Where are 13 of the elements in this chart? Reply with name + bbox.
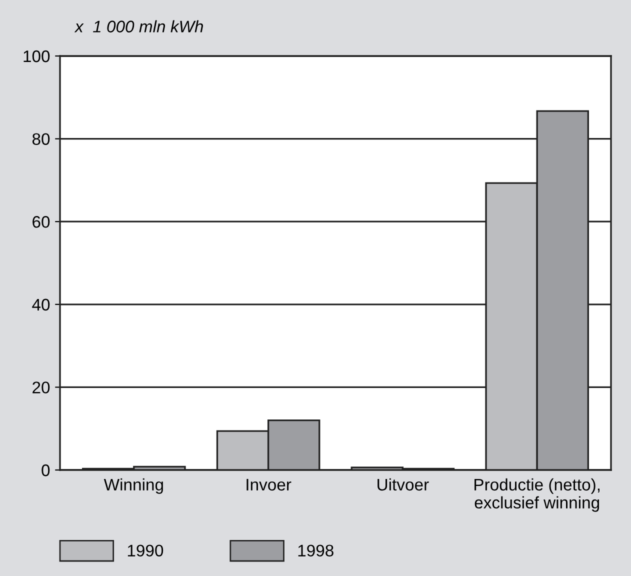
y-tick-label: 60 — [32, 216, 50, 228]
legend-label: 1990 — [128, 544, 164, 556]
x-tick-label: Invoer — [246, 478, 292, 491]
y-tick-label: 40 — [32, 298, 50, 311]
y-axis-title: x 1 000 mln kWh — [74, 20, 203, 32]
y-tick-label: 0 — [42, 464, 50, 476]
x-tick-label: Productie (netto), exclusief winning — [474, 478, 600, 512]
x-tick-label: Winning — [104, 478, 163, 494]
x-tick-label: Uitvoer — [378, 478, 429, 491]
legend-label: 1998 — [298, 544, 334, 556]
y-tick-label: 100 — [24, 50, 50, 62]
y-tick-label: 20 — [32, 382, 50, 394]
y-tick-label: 80 — [32, 133, 50, 146]
